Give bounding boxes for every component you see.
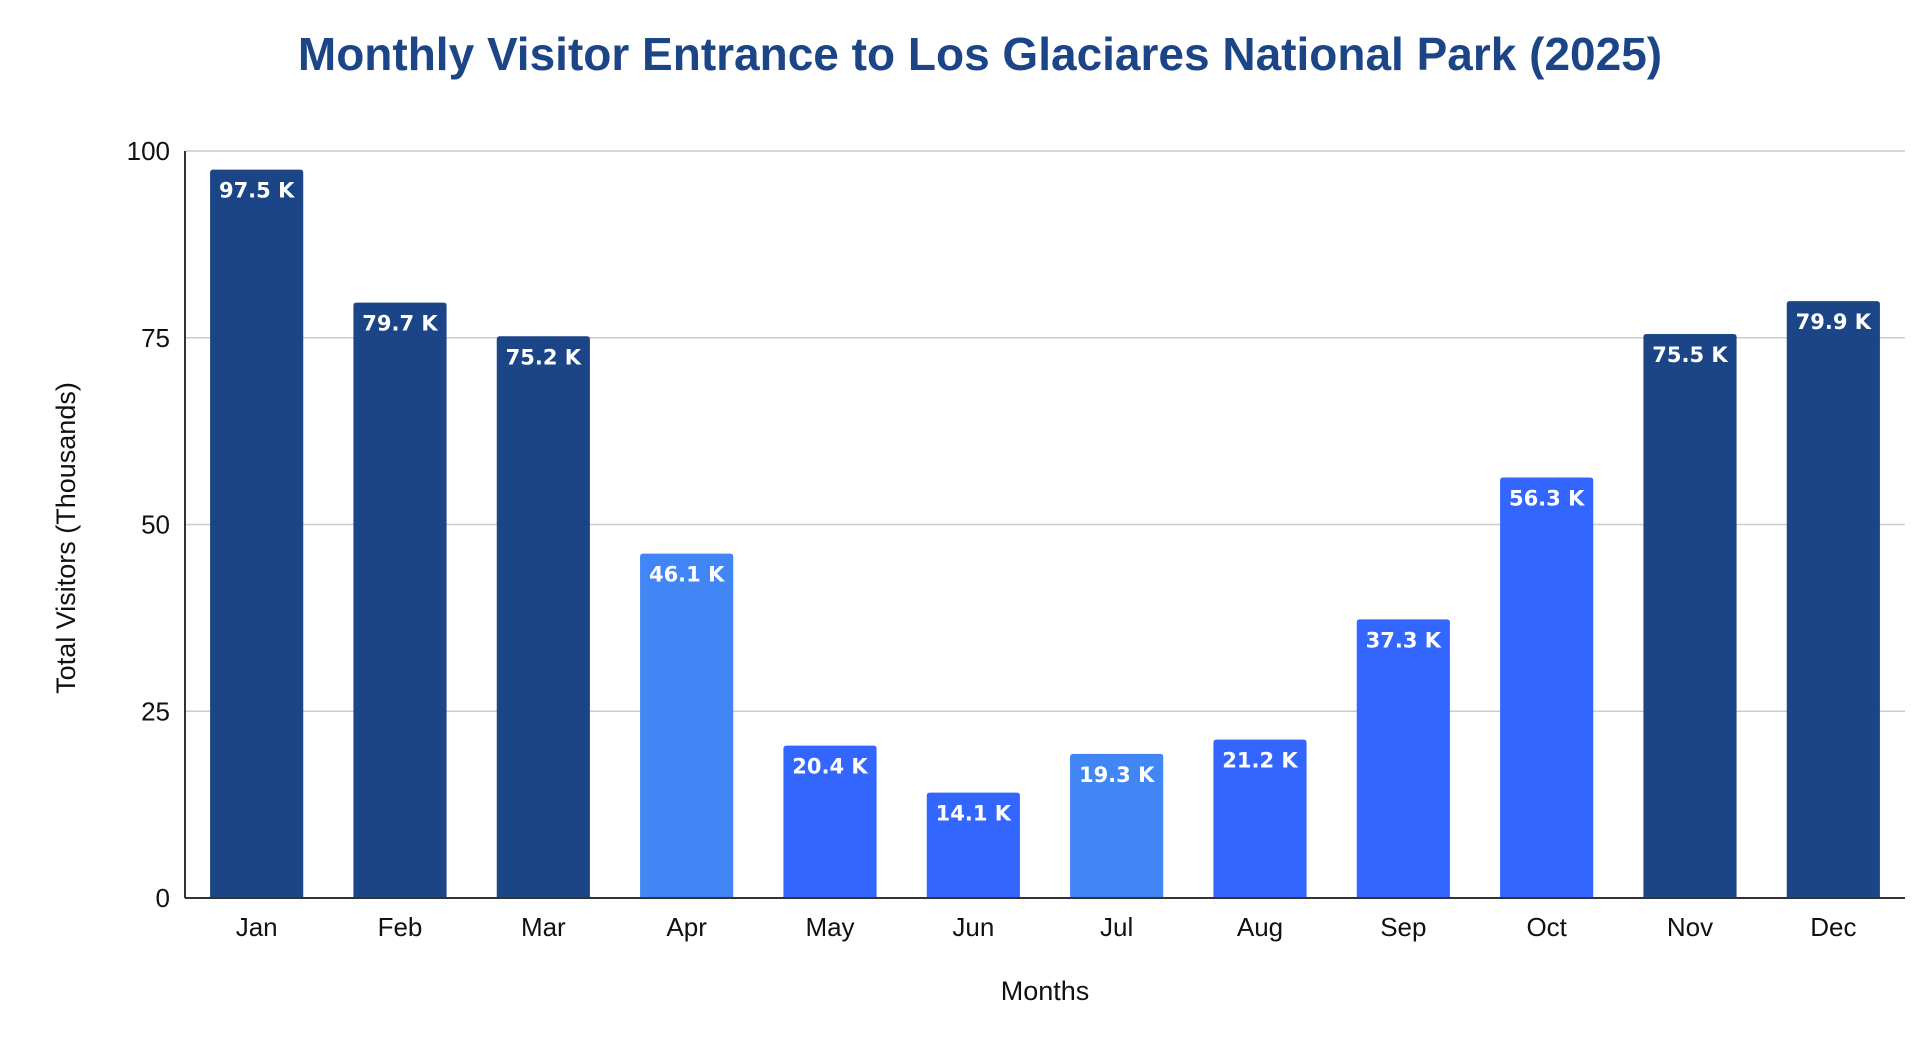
bar-oct — [1500, 477, 1594, 898]
data-label-oct: 56.3 K — [1509, 486, 1585, 510]
x-tick-label-jan: Jan — [236, 912, 278, 942]
data-label-sep: 37.3 K — [1366, 628, 1442, 652]
x-tick-label-apr: Apr — [666, 912, 707, 942]
bar-apr — [640, 553, 734, 898]
bars — [210, 169, 1880, 899]
bar-jun — [926, 792, 1020, 898]
x-tick-label-oct: Oct — [1526, 912, 1567, 942]
gridlines — [185, 150, 1905, 712]
y-tick-label: 0 — [156, 883, 170, 913]
data-label-jul: 19.3 K — [1079, 763, 1155, 787]
data-label-mar: 75.2 K — [506, 345, 582, 369]
x-tick-label-dec: Dec — [1810, 912, 1856, 942]
x-tick-label-nov: Nov — [1667, 912, 1713, 942]
bar-jan — [210, 169, 304, 899]
chart-title: Monthly Visitor Entrance to Los Glaciare… — [298, 28, 1662, 80]
x-tick-label-aug: Aug — [1237, 912, 1283, 942]
data-label-jun: 14.1 K — [936, 802, 1012, 826]
bar-jul — [1070, 753, 1164, 898]
data-label-feb: 79.7 K — [362, 312, 438, 336]
bar-feb — [353, 302, 447, 898]
y-axis-title: Total Visitors (Thousands) — [51, 382, 81, 694]
y-tick-label: 50 — [141, 510, 170, 540]
x-tick-label-jul: Jul — [1100, 912, 1133, 942]
bar-aug — [1213, 739, 1307, 898]
x-tick-label-may: May — [805, 912, 854, 942]
y-axis-ticks: 0 25 50 75 100 — [127, 136, 170, 913]
data-label-jan: 97.5 K — [219, 179, 295, 203]
data-label-aug: 21.2 K — [1222, 749, 1298, 773]
data-label-apr: 46.1 K — [649, 563, 725, 587]
x-tick-label-jun: Jun — [952, 912, 994, 942]
x-axis-title: Months — [1001, 976, 1090, 1006]
bar-data-labels: 97.5 K 79.7 K 75.2 K 46.1 K 20.4 K 14.1 K 19.3… — [219, 179, 1872, 826]
x-axis-ticks: Jan Feb Mar Apr May Jun Jul Aug Sep Oct Nov Dec — [236, 912, 1857, 942]
bar-may — [783, 745, 877, 898]
x-tick-label-mar: Mar — [521, 912, 566, 942]
y-tick-label: 75 — [141, 323, 170, 353]
bar-sep — [1356, 619, 1450, 898]
y-tick-label: 100 — [127, 136, 170, 166]
y-tick-label: 25 — [141, 696, 170, 726]
data-label-may: 20.4 K — [792, 755, 868, 779]
bar-nov — [1643, 334, 1737, 898]
bar-mar — [496, 336, 590, 899]
bar-dec — [1786, 301, 1880, 899]
data-label-dec: 79.9 K — [1796, 310, 1872, 334]
x-tick-label-sep: Sep — [1380, 912, 1426, 942]
x-tick-label-feb: Feb — [378, 912, 423, 942]
data-label-nov: 75.5 K — [1652, 343, 1728, 367]
